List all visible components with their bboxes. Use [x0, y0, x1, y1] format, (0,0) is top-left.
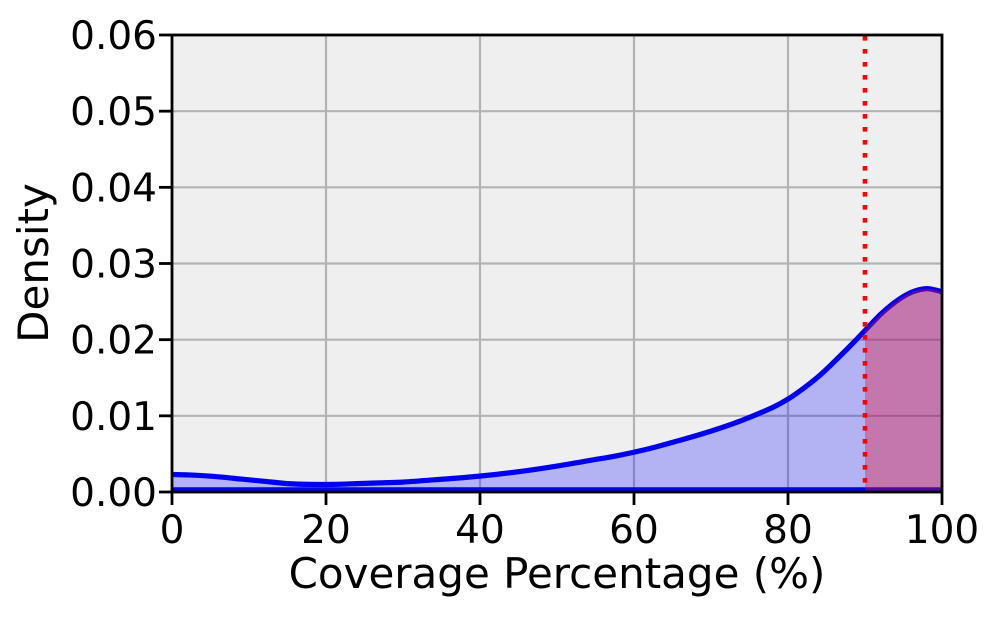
highlight-region-fill [865, 288, 942, 492]
y-tick-label: 0.03 [70, 243, 157, 288]
x-tick-label: 100 [905, 508, 979, 553]
y-tick-label: 0.06 [70, 14, 157, 59]
x-axis-label: Coverage Percentage (%) [288, 549, 826, 598]
density-curve [171, 286, 943, 488]
y-tick-label: 0.00 [70, 471, 157, 516]
x-tick-label: 0 [160, 508, 185, 553]
axes-spines [170, 33, 944, 494]
y-tick-label: 0.05 [70, 90, 157, 135]
tick-labels: 0 20 40 60 80 100 0.00 0.01 0.02 0.03 0.04 0.05 0.06 [70, 14, 979, 553]
y-tick-label: 0.02 [70, 319, 157, 364]
y-axis-label: Density [9, 183, 58, 343]
tick-marks [159, 33, 944, 505]
density-area-fill [172, 288, 942, 492]
x-tick-label: 80 [763, 508, 813, 553]
x-tick-label: 60 [609, 508, 659, 553]
x-tick-label: 40 [455, 508, 505, 553]
y-tick-label: 0.04 [70, 166, 157, 211]
x-tick-label: 20 [301, 508, 351, 553]
y-tick-label: 0.01 [70, 395, 157, 440]
